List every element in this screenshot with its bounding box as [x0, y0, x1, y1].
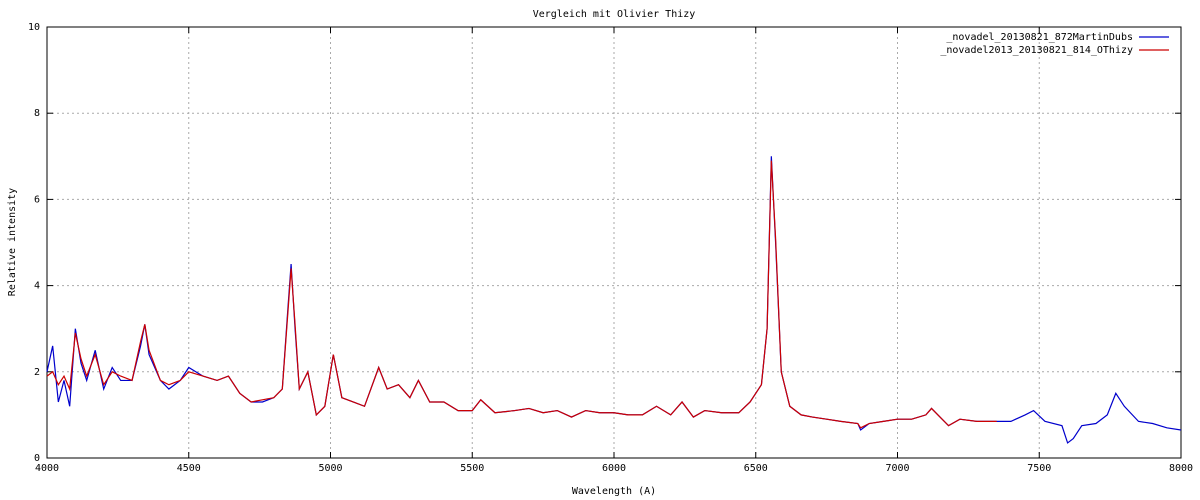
y-axis-label: Relative intensity — [7, 188, 18, 296]
x-tick-label: 5000 — [318, 463, 342, 474]
y-tick-label: 2 — [34, 367, 40, 378]
x-axis-label: Wavelength (A) — [572, 486, 656, 497]
x-tick-label: 6000 — [602, 463, 626, 474]
y-tick-label: 10 — [28, 22, 40, 33]
chart-title: Vergleich mit Olivier Thizy — [533, 9, 696, 20]
plot-frame — [46, 26, 1182, 459]
y-tick-label: 0 — [34, 453, 40, 464]
x-tick-label: 6500 — [744, 463, 768, 474]
y-tick-label: 6 — [34, 194, 40, 205]
x-tick-label: 7500 — [1027, 463, 1051, 474]
x-tick-label: 7000 — [885, 463, 909, 474]
x-tick-label: 5500 — [460, 463, 484, 474]
legend-label: _novadel2013_20130821_814_OThizy — [940, 45, 1133, 56]
series-line — [46, 160, 997, 429]
y-tick-label: 8 — [34, 108, 40, 119]
x-tick-label: 8000 — [1169, 463, 1193, 474]
legend-label: _novadel_20130821_872MartinDubs — [946, 32, 1133, 43]
y-tick-label: 4 — [34, 281, 40, 292]
x-tick-label: 4000 — [35, 463, 59, 474]
x-tick-label: 4500 — [177, 463, 201, 474]
